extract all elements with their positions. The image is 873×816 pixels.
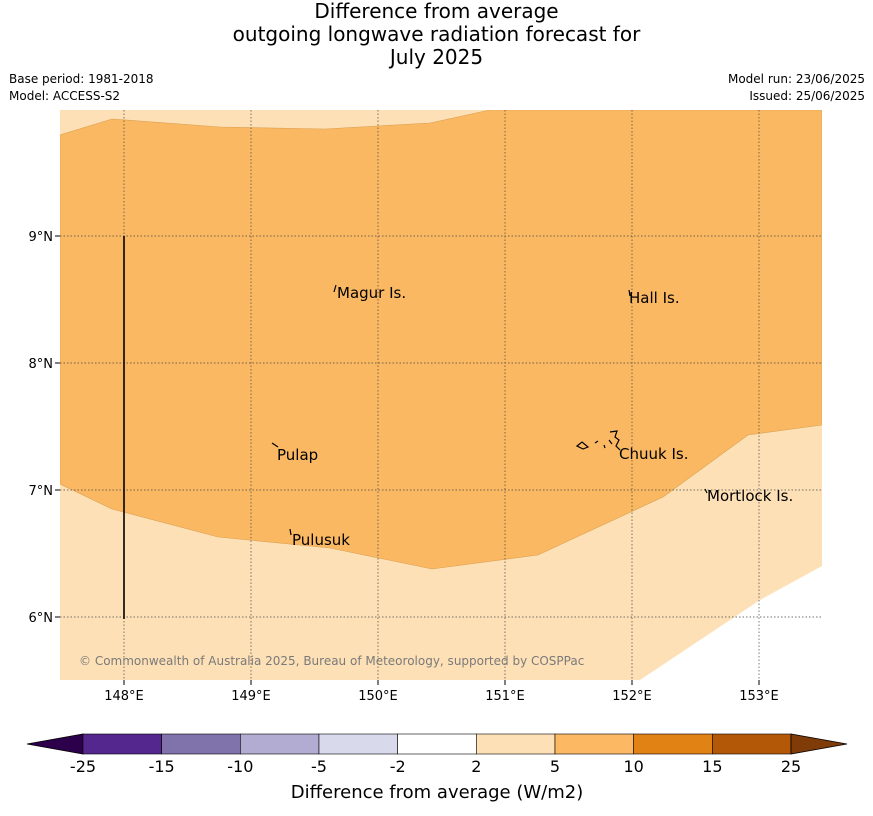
lat-label-9n: 9°N (29, 230, 54, 245)
colorbar-segments (82, 733, 792, 755)
lat-label-8n: 8°N (29, 357, 54, 372)
island-chuuk (575, 430, 621, 451)
place-label-hall: Hall Is. (629, 289, 680, 307)
island-hall (628, 289, 631, 297)
map-area: Magur Is. Hall Is. Pulap Chuuk Is. Mortl… (60, 110, 822, 680)
lat-label-7n: 7°N (29, 484, 54, 499)
colorbar-tick-label: -25 (70, 757, 96, 776)
colorbar-tick-label: -15 (149, 757, 175, 776)
colorbar-under-arrow (26, 733, 84, 755)
colorbar-tick-label: -5 (311, 757, 327, 776)
lon-label-151: 151°E (485, 689, 525, 704)
axis-ticks (55, 235, 760, 685)
lon-label-150: 150°E (358, 689, 398, 704)
copyright-notice: © Commonwealth of Australia 2025, Bureau… (79, 654, 584, 668)
colorbar-over-arrow (790, 733, 848, 755)
colorbar-segment (240, 733, 320, 755)
title-line-1: Difference from average (314, 0, 559, 23)
base-period: Base period: 1981-2018 (9, 72, 154, 86)
island-pulusuk (289, 528, 292, 536)
island-pulap (271, 442, 279, 448)
issued-date: Issued: 25/06/2025 (749, 89, 865, 103)
gridlines (60, 110, 822, 680)
colorbar-tick-label: 25 (781, 757, 801, 776)
colorbar-label: Difference from average (W/m2) (291, 782, 583, 803)
colorbar-tick-label: 2 (471, 757, 481, 776)
title-line-3: July 2025 (389, 45, 484, 69)
place-label-magur: Magur Is. (337, 284, 406, 302)
model-name: Model: ACCESS-S2 (9, 89, 121, 103)
colorbar-segment (82, 733, 162, 755)
place-label-pulap: Pulap (277, 446, 318, 464)
meta-left: Base period: 1981-2018 Model: ACCESS-S2 (9, 71, 154, 105)
colorbar: -25 -15 -10 -5 -2 2 5 10 15 25 Difference from av… (26, 733, 848, 803)
colorbar-tick-label: -10 (227, 757, 253, 776)
colorbar-tick-label: -2 (390, 757, 406, 776)
title-line-2: outgoing longwave radiation forecast for (232, 22, 641, 46)
colorbar-tick-label: 10 (623, 757, 643, 776)
meta-right: Model run: 23/06/2025 Issued: 25/06/2025 (728, 71, 865, 105)
colorbar-tick-label: 5 (550, 757, 560, 776)
island-magur (333, 284, 337, 293)
place-label-mortlock: Mortlock Is. (707, 487, 793, 505)
model-run: Model run: 23/06/2025 (727, 72, 865, 86)
colorbar-segment (554, 733, 634, 755)
colorbar-tick-label: 15 (702, 757, 722, 776)
lat-label-6n: 6°N (29, 611, 54, 626)
place-label-chuuk: Chuuk Is. (619, 445, 688, 463)
colorbar-segment (318, 733, 398, 755)
lon-label-153: 153°E (739, 689, 779, 704)
place-label-pulusuk: Pulusuk (292, 531, 350, 549)
islands (271, 284, 708, 536)
colorbar-segment (712, 733, 792, 755)
colorbar-segment (397, 733, 477, 755)
place-labels: Magur Is. Hall Is. Pulap Chuuk Is. Mortl… (277, 284, 793, 549)
lon-labels: 148°E 149°E 150°E 151°E 152°E 153°E (104, 689, 779, 704)
colorbar-segment (476, 733, 556, 755)
map-title: Difference from average outgoing longwav… (0, 0, 873, 69)
lon-label-149: 149°E (231, 689, 271, 704)
lon-label-148: 148°E (104, 689, 144, 704)
colorbar-tick-labels: -25 -15 -10 -5 -2 2 5 10 15 25 (70, 757, 801, 776)
island-mortlock (704, 488, 708, 494)
colorbar-segment (161, 733, 241, 755)
lat-labels: 9°N 8°N 7°N 6°N (29, 230, 54, 626)
colorbar-segment (633, 733, 713, 755)
anomaly-band-neutral (640, 566, 822, 680)
lon-label-152: 152°E (612, 689, 652, 704)
anomaly-band-5-to-10 (60, 110, 822, 570)
